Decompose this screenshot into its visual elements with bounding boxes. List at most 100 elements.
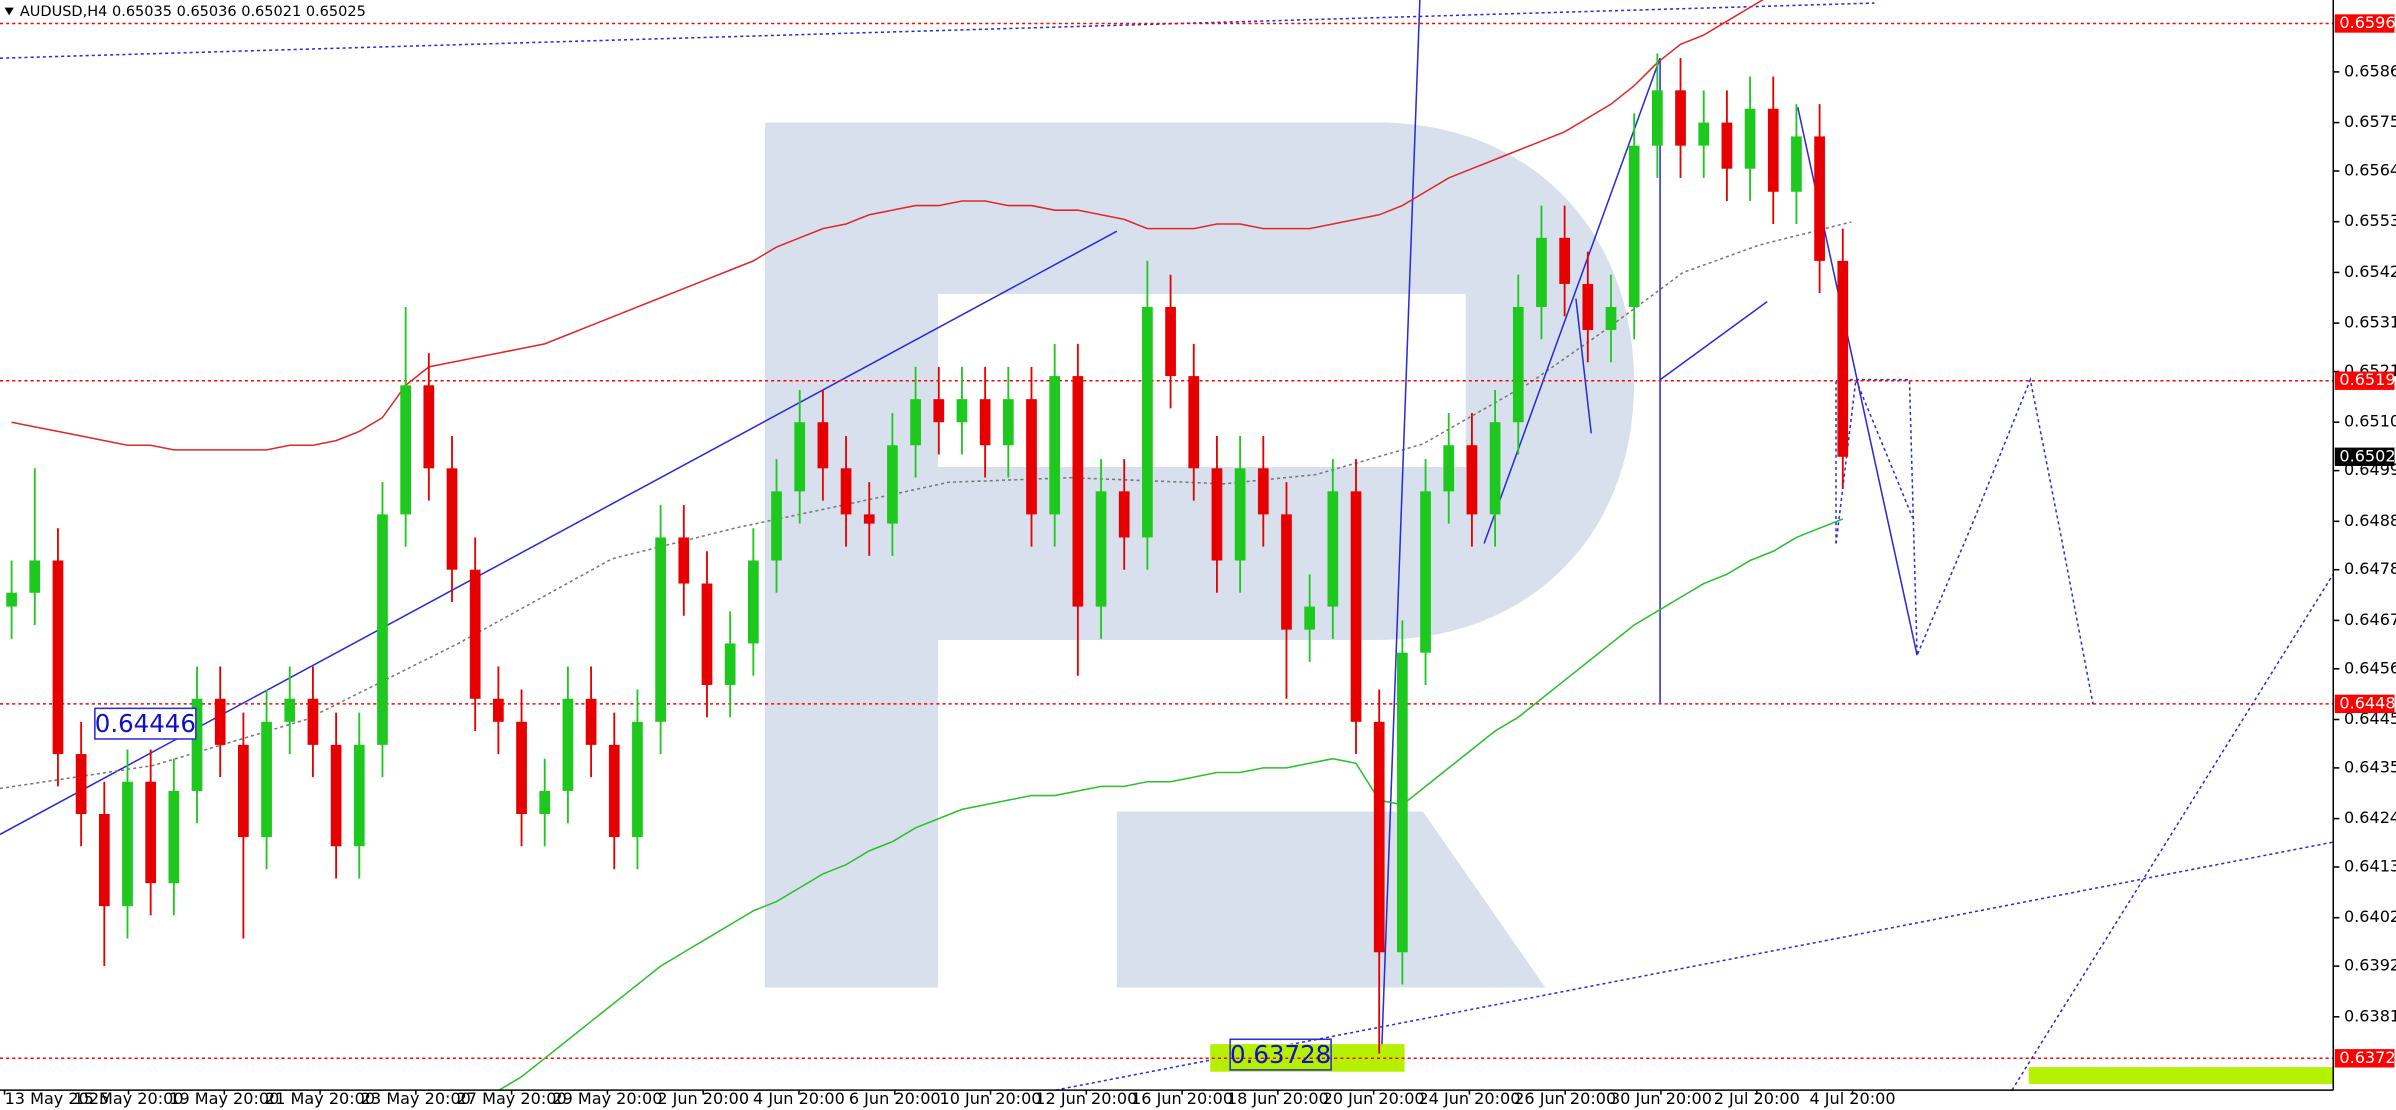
candle-body [1536, 237, 1547, 307]
candle-body [1512, 306, 1524, 423]
y-tick-label: 0.64780 [2344, 559, 2396, 578]
y-tick-label: 0.64455 [2344, 709, 2396, 728]
candle-body [6, 592, 17, 607]
x-tick-label: 21 May 20:00 [265, 1089, 375, 1108]
candle-body [585, 698, 597, 745]
candle-body [516, 721, 527, 815]
candle-body [98, 814, 110, 907]
x-tick-label: 18 Jun 20:00 [1227, 1089, 1329, 1108]
level-label-box [2334, 371, 2395, 390]
target-zone [2028, 1067, 2334, 1084]
candle-body [1651, 90, 1663, 146]
candle-body [493, 698, 504, 722]
candle-body [191, 698, 203, 791]
y-tick-label: 0.64135 [2344, 857, 2396, 876]
candle-body [29, 560, 41, 593]
x-tick-label: 15 May 20:00 [73, 1089, 183, 1108]
candle-body [771, 491, 782, 561]
candle-body [1002, 399, 1014, 446]
candle-body [1026, 399, 1037, 515]
candle-body [817, 422, 829, 469]
candle-body [1466, 445, 1478, 515]
candle-body [910, 399, 921, 446]
candle-body [377, 514, 388, 745]
trend-line [0, 2, 1875, 59]
candle-body [469, 569, 481, 699]
annotation-label: 0.63728 [1230, 1040, 1331, 1069]
candle-body [933, 399, 945, 423]
wave-line [1575, 298, 1592, 434]
candle-body [1142, 306, 1153, 538]
annotation-box [94, 707, 197, 740]
wave-line [1380, 0, 1421, 1054]
candle-body [1350, 491, 1362, 722]
candle-body [863, 514, 875, 524]
candle-body [1049, 376, 1061, 515]
candle-body [1281, 514, 1292, 630]
candle-body [1211, 468, 1223, 561]
candle-body [678, 537, 690, 584]
candle-body [887, 445, 898, 524]
forecast-line [1835, 376, 1914, 544]
level-label-box [2334, 1049, 2395, 1068]
candle-body [539, 790, 551, 815]
x-tick-label: 6 Jun 20:00 [849, 1089, 941, 1108]
candle-body [1791, 136, 1802, 192]
candle-body [1257, 468, 1269, 515]
candle-body [1628, 145, 1640, 307]
candle-body [979, 399, 991, 446]
forecast-line [2011, 573, 2334, 1091]
x-tick-label: 13 May 2025 [5, 1089, 110, 1108]
candle-body [794, 422, 806, 492]
candle-body [1072, 376, 1084, 607]
candle-body [1582, 283, 1594, 331]
chart-title: AUDUSD,H4 0.65035 0.65036 0.65021 0.6502… [20, 4, 366, 20]
candle-body [1744, 108, 1756, 169]
candle-body [261, 721, 272, 838]
candle-body [1420, 491, 1431, 653]
x-tick-label: 12 Jun 20:00 [1035, 1089, 1137, 1108]
x-tick-label: 2 Jul 20:00 [1714, 1089, 1800, 1108]
candle-body [1814, 136, 1825, 261]
candle-body [446, 468, 458, 570]
candle-body [1327, 491, 1339, 607]
forecast-line [1835, 377, 2094, 705]
y-tick-label: 0.65645 [2344, 161, 2396, 180]
candle-body [1095, 491, 1107, 607]
candle-body [1165, 306, 1176, 377]
y-tick-label: 0.64350 [2344, 757, 2396, 776]
x-tick-label: 16 Jun 20:00 [1131, 1089, 1233, 1108]
candle-body [214, 698, 226, 745]
candle-body [122, 781, 133, 907]
candle-body [1675, 90, 1686, 146]
candle-body [423, 385, 435, 469]
menu-arrow[interactable] [4, 7, 14, 16]
candle-body [1837, 260, 1849, 457]
last-price-box [2334, 447, 2395, 466]
candle-body [1304, 606, 1316, 630]
y-tick-label: 0.64025 [2344, 907, 2396, 926]
y-tick-label: 0.65535 [2344, 211, 2396, 230]
x-tick-label: 29 May 20:00 [552, 1089, 662, 1108]
x-tick-label: 19 May 20:00 [169, 1089, 279, 1108]
candle-body [1489, 422, 1501, 515]
candle-body [1373, 721, 1385, 953]
candle-body [400, 385, 411, 515]
y-tick-label: 0.64240 [2344, 808, 2396, 827]
candle-body [284, 698, 296, 722]
x-tick-label: 10 Jun 20:00 [940, 1089, 1042, 1108]
wave-line [1659, 300, 1768, 381]
candle-body [168, 790, 180, 884]
x-tick-label: 23 May 20:00 [361, 1089, 471, 1108]
candle-body [1767, 108, 1779, 192]
y-tick-label: 0.65860 [2344, 61, 2396, 80]
moving-average [0, 221, 1852, 790]
level-label: 0.65965 [2339, 13, 2396, 32]
candle-body [1188, 376, 1200, 469]
y-tick-label: 0.65100 [2344, 412, 2396, 431]
x-tick-label: 20 Jun 20:00 [1323, 1089, 1425, 1108]
